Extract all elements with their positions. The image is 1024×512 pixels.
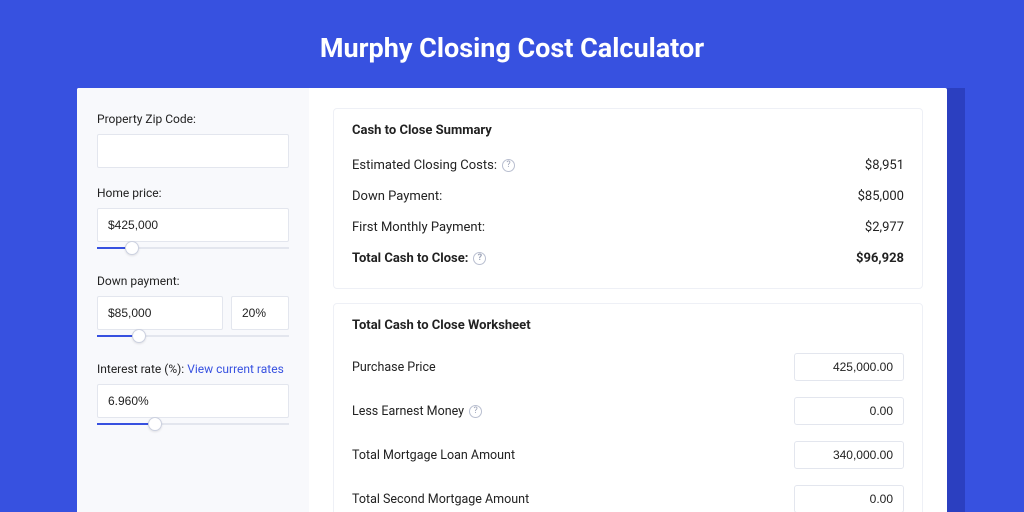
field-zip: Property Zip Code: [97, 112, 289, 168]
app-wrap: Property Zip Code: Home price: Down paym… [77, 88, 947, 512]
summary-row-value: $85,000 [858, 189, 904, 204]
summary-row: Total Cash to Close:? $96,928 [352, 243, 904, 274]
down-payment-input[interactable] [97, 296, 223, 330]
summary-heading: Cash to Close Summary [352, 123, 904, 138]
input-sidebar: Property Zip Code: Home price: Down paym… [77, 88, 309, 512]
home-price-input[interactable] [97, 208, 289, 242]
summary-row: Down Payment: $85,000 [352, 181, 904, 212]
summary-row-label-text: First Monthly Payment: [352, 220, 485, 235]
page-title: Murphy Closing Cost Calculator [0, 0, 1024, 88]
down-payment-row [97, 296, 289, 330]
summary-row-label-text: Total Cash to Close: [352, 251, 468, 266]
worksheet-rows: Purchase Price Less Earnest Money? Total M… [352, 345, 904, 512]
worksheet-row-label: Total Second Mortgage Amount [352, 492, 529, 507]
worksheet-row: Total Second Mortgage Amount [352, 477, 904, 512]
calculator-app: Property Zip Code: Home price: Down paym… [77, 88, 947, 512]
interest-rate-label-text: Interest rate (%): [97, 362, 187, 376]
summary-row-label: First Monthly Payment: [352, 220, 485, 235]
field-interest-rate: Interest rate (%): View current rates [97, 362, 289, 432]
down-payment-pct-input[interactable] [231, 296, 289, 330]
field-home-price: Home price: [97, 186, 289, 256]
home-price-slider[interactable] [97, 240, 289, 256]
summary-row-label-text: Estimated Closing Costs: [352, 158, 497, 173]
summary-row-label-text: Down Payment: [352, 189, 442, 204]
down-payment-label: Down payment: [97, 274, 289, 288]
worksheet-row-label: Purchase Price [352, 360, 436, 375]
view-rates-link[interactable]: View current rates [187, 362, 284, 376]
summary-row: First Monthly Payment: $2,977 [352, 212, 904, 243]
interest-rate-input[interactable] [97, 384, 289, 418]
summary-row-value: $96,928 [856, 251, 904, 266]
worksheet-row-label-text: Less Earnest Money [352, 404, 464, 419]
summary-rows: Estimated Closing Costs:? $8,951 Down Paym… [352, 150, 904, 274]
zip-label: Property Zip Code: [97, 112, 289, 126]
slider-thumb[interactable] [125, 241, 139, 255]
help-icon[interactable]: ? [473, 252, 486, 265]
worksheet-card: Total Cash to Close Worksheet Purchase P… [333, 303, 923, 512]
worksheet-row-input[interactable] [794, 397, 904, 425]
interest-rate-label: Interest rate (%): View current rates [97, 362, 289, 376]
summary-row-label: Down Payment: [352, 189, 442, 204]
summary-row-label: Estimated Closing Costs:? [352, 158, 515, 173]
summary-card: Cash to Close Summary Estimated Closing … [333, 108, 923, 289]
worksheet-row-label-text: Purchase Price [352, 360, 436, 375]
zip-input[interactable] [97, 134, 289, 168]
interest-rate-slider[interactable] [97, 416, 289, 432]
field-down-payment: Down payment: [97, 274, 289, 344]
worksheet-row: Less Earnest Money? [352, 389, 904, 433]
worksheet-row-input[interactable] [794, 441, 904, 469]
down-payment-slider[interactable] [97, 328, 289, 344]
worksheet-row-label: Less Earnest Money? [352, 404, 482, 419]
slider-fill [97, 423, 155, 425]
worksheet-row: Total Mortgage Loan Amount [352, 433, 904, 477]
worksheet-row-label: Total Mortgage Loan Amount [352, 448, 515, 463]
summary-row-label: Total Cash to Close:? [352, 251, 486, 266]
results-main: Cash to Close Summary Estimated Closing … [309, 88, 947, 512]
worksheet-row-input[interactable] [794, 485, 904, 512]
slider-thumb[interactable] [132, 329, 146, 343]
worksheet-row-label-text: Total Second Mortgage Amount [352, 492, 529, 507]
home-price-label: Home price: [97, 186, 289, 200]
worksheet-row-input[interactable] [794, 353, 904, 381]
summary-row: Estimated Closing Costs:? $8,951 [352, 150, 904, 181]
worksheet-heading: Total Cash to Close Worksheet [352, 318, 904, 333]
worksheet-row-label-text: Total Mortgage Loan Amount [352, 448, 515, 463]
summary-row-value: $8,951 [865, 158, 904, 173]
help-icon[interactable]: ? [502, 159, 515, 172]
worksheet-row: Purchase Price [352, 345, 904, 389]
summary-row-value: $2,977 [865, 220, 904, 235]
help-icon[interactable]: ? [469, 405, 482, 418]
slider-thumb[interactable] [148, 417, 162, 431]
